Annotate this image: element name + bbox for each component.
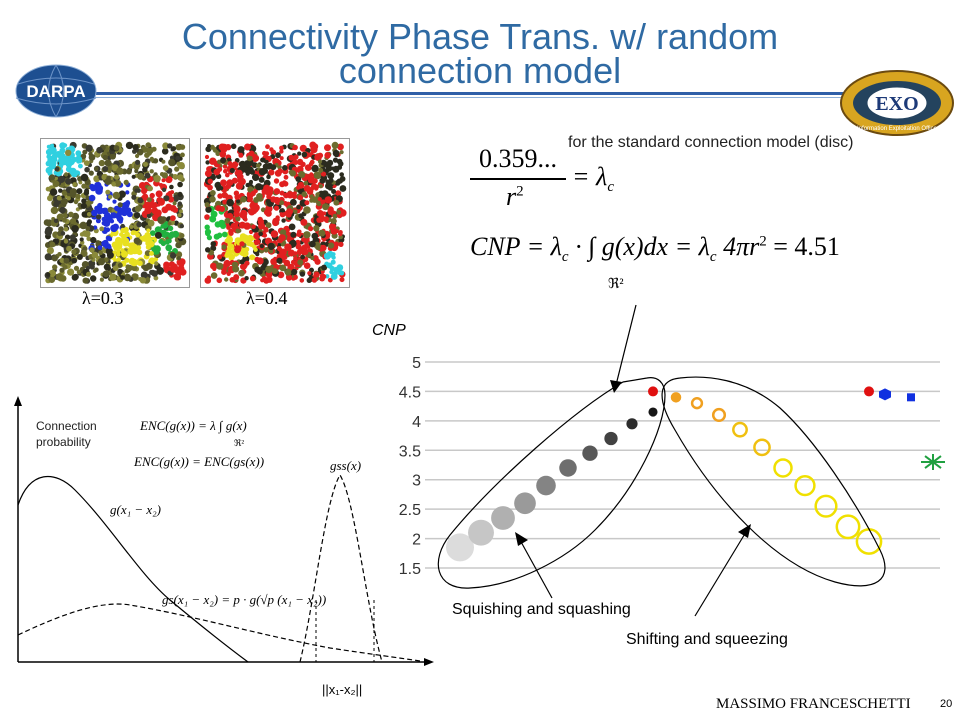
cnp-chart: 5 4.5 4 3.5 3 2.5 2 1.5 (399, 355, 945, 589)
formula-denominator: r2 (506, 182, 524, 211)
iexo-logo: EXO Information Exploitation Office (840, 70, 954, 136)
marker-green-star (921, 454, 945, 471)
header-divider-thin (70, 97, 870, 98)
marker-blue-hexagon (879, 388, 891, 401)
label-g: g(x₁ − x₂) (110, 502, 162, 517)
slide-title: Connectivity Phase Trans. w/ random conn… (181, 16, 779, 91)
point-squishing (604, 431, 618, 446)
lambda-label-1: λ=0.3 (82, 288, 124, 308)
author-name: MASSIMO FRANCESCHETTI (716, 696, 911, 712)
formula-integral-domain: ℜ² (608, 277, 624, 292)
annotation-shifting: Shifting and squeezing (626, 631, 788, 648)
point-shifting (732, 421, 748, 438)
y-tick-label: 3 (412, 473, 421, 490)
y-tick-label: 4 (412, 414, 421, 431)
point-shifting (835, 514, 861, 540)
marker-red-dot (864, 386, 874, 397)
point-squishing (582, 445, 598, 461)
formula-caption: for the standard connection model (disc) (568, 134, 854, 151)
y-tick-label: 4.5 (399, 384, 421, 401)
page-number: 20 (940, 698, 953, 710)
point-squishing (446, 533, 474, 562)
formula-critical-density: 0.359... r2 = λc (470, 144, 650, 224)
formula-rhs: = λc (572, 162, 614, 196)
point-shifting (753, 438, 771, 457)
point-shifting (690, 397, 704, 410)
point-shifting (794, 474, 816, 497)
point-squishing (491, 506, 515, 530)
formula-numerator: 0.359... (479, 144, 557, 173)
encircle-squishing (437, 377, 666, 589)
y-tick-label: 5 (412, 355, 421, 372)
header-divider (70, 92, 870, 95)
lambda-label-2: λ=0.4 (246, 288, 288, 308)
point-shifting (670, 392, 682, 403)
plot-x-label: ||x₁-x₂|| (322, 682, 363, 697)
curve-gss (299, 473, 383, 663)
plot-x-arrow (424, 658, 434, 666)
y-tick-label: 1.5 (399, 561, 421, 578)
y-tick-label: 3.5 (399, 443, 421, 460)
point-squishing (514, 492, 536, 515)
point-squishing (559, 459, 577, 477)
cnp-axis-title: CNP (372, 322, 406, 339)
y-tick-label: 2 (412, 532, 421, 549)
curve-gs (17, 603, 421, 662)
point-shifting (773, 458, 793, 478)
simulation-image-lambda-0-3 (40, 138, 190, 288)
point-shifting (855, 528, 883, 555)
svg-text:EXO: EXO (875, 93, 918, 115)
label-gs: gs(x₁ − x₂) = p · g(√p (x₁ − x₂)) (162, 592, 327, 607)
label-gss: gss(x) (330, 458, 362, 473)
svg-text:Information Exploitation Offic: Information Exploitation Office (857, 126, 938, 132)
point-disc (648, 386, 658, 397)
y-tick-label: 2.5 (399, 502, 421, 519)
enc-equation-2: ENC(g(x)) = ENC(gs(x)) (134, 454, 265, 469)
curve-g (17, 475, 249, 663)
plot-y-label: Connection probability (36, 419, 97, 449)
enc-equation-1-domain: ℜ² (234, 438, 245, 448)
darpa-logo: DARPA (15, 64, 97, 118)
point-squishing (648, 407, 658, 417)
point-squishing (468, 519, 494, 546)
point-squishing (536, 475, 556, 496)
svg-text:DARPA: DARPA (26, 82, 85, 101)
marker-blue-square (907, 393, 915, 402)
point-squishing (626, 418, 638, 430)
formula-cnp: CNP = λc · ∫ g(x)dx = λc 4πr2 = 4.51 ℜ² (470, 232, 840, 292)
point-shifting (711, 407, 727, 423)
encircle-shifting (661, 376, 886, 587)
point-shifting (814, 494, 838, 518)
plot-y-arrow (14, 396, 22, 406)
connection-function-plot (14, 396, 434, 666)
formula-fraction-bar (470, 178, 566, 180)
enc-equation-1: ENC(g(x)) = λ ∫ g(x) (140, 418, 247, 433)
simulation-image-lambda-0-4 (200, 138, 350, 288)
annotation-squishing: Squishing and squashing (452, 601, 631, 618)
